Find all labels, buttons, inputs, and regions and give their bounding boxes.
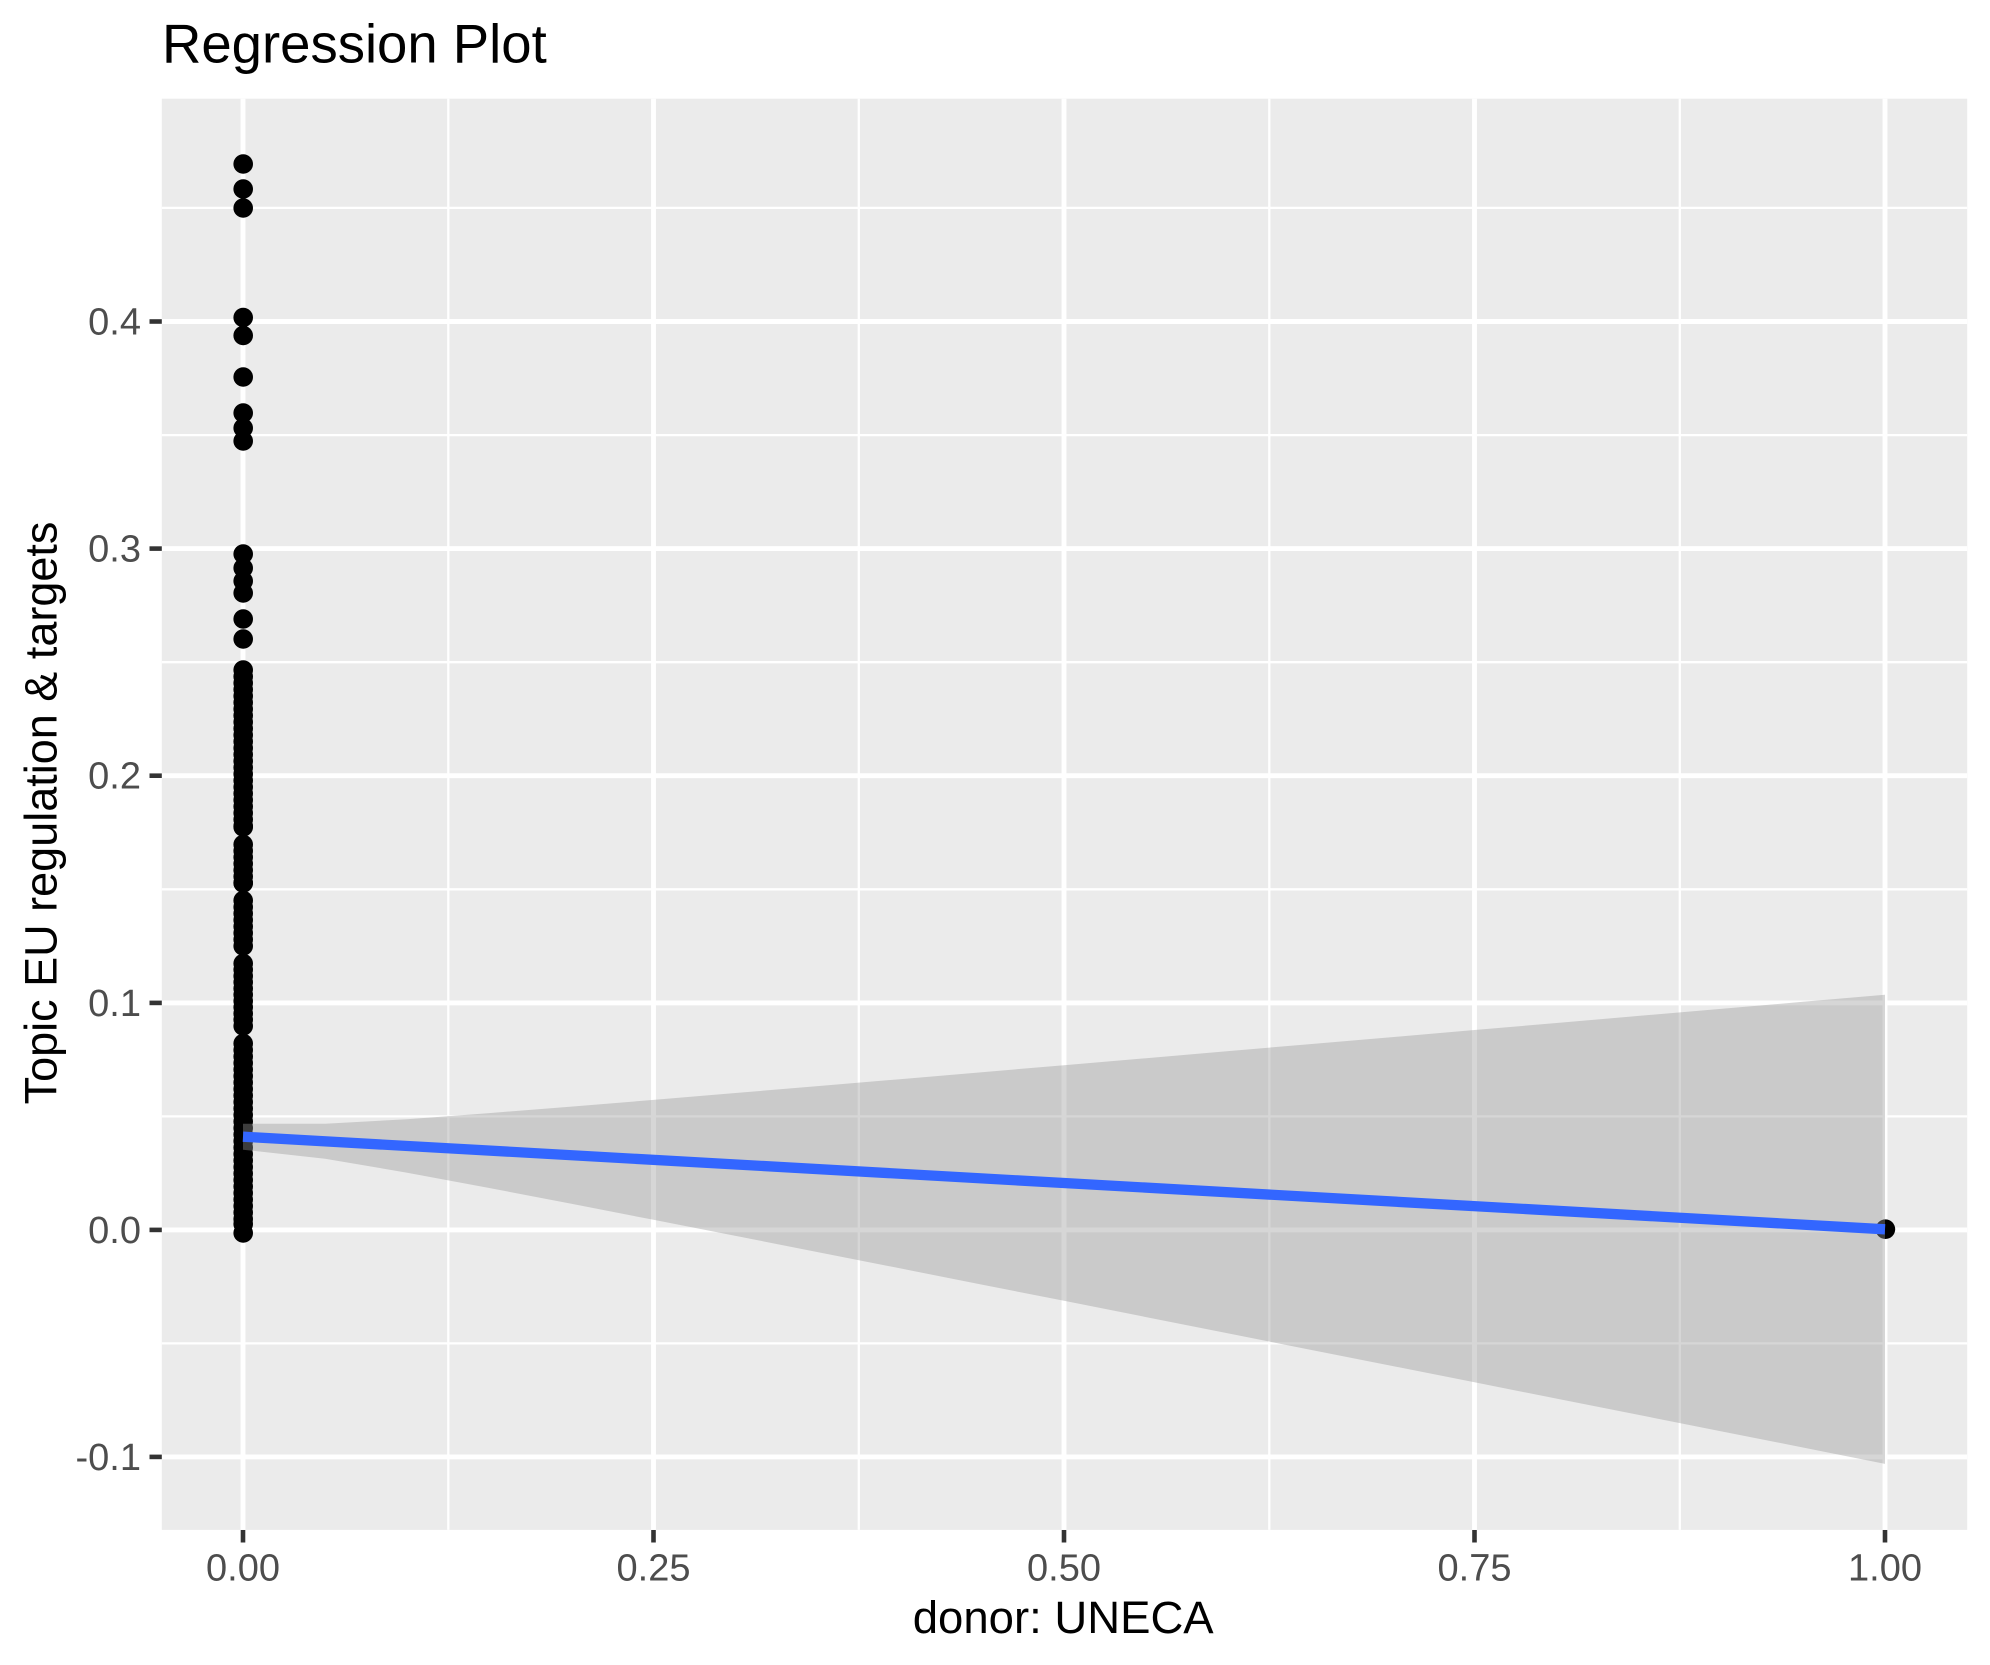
svg-text:0.0: 0.0: [88, 1210, 141, 1252]
svg-text:1.00: 1.00: [1848, 1547, 1922, 1589]
svg-text:0.4: 0.4: [88, 301, 141, 343]
svg-text:donor: UNECA: donor: UNECA: [913, 1592, 1215, 1643]
svg-text:0.1: 0.1: [88, 983, 141, 1025]
svg-text:0.3: 0.3: [88, 529, 141, 571]
svg-text:0.2: 0.2: [88, 756, 141, 798]
svg-text:0.25: 0.25: [617, 1547, 691, 1589]
svg-text:0.75: 0.75: [1438, 1547, 1512, 1589]
svg-text:Topic EU regulation & targets: Topic EU regulation & targets: [16, 522, 67, 1105]
svg-text:-0.1: -0.1: [76, 1437, 141, 1479]
svg-text:0.00: 0.00: [206, 1547, 280, 1589]
svg-text:0.50: 0.50: [1027, 1547, 1101, 1589]
svg-text:Regression Plot: Regression Plot: [162, 13, 547, 74]
